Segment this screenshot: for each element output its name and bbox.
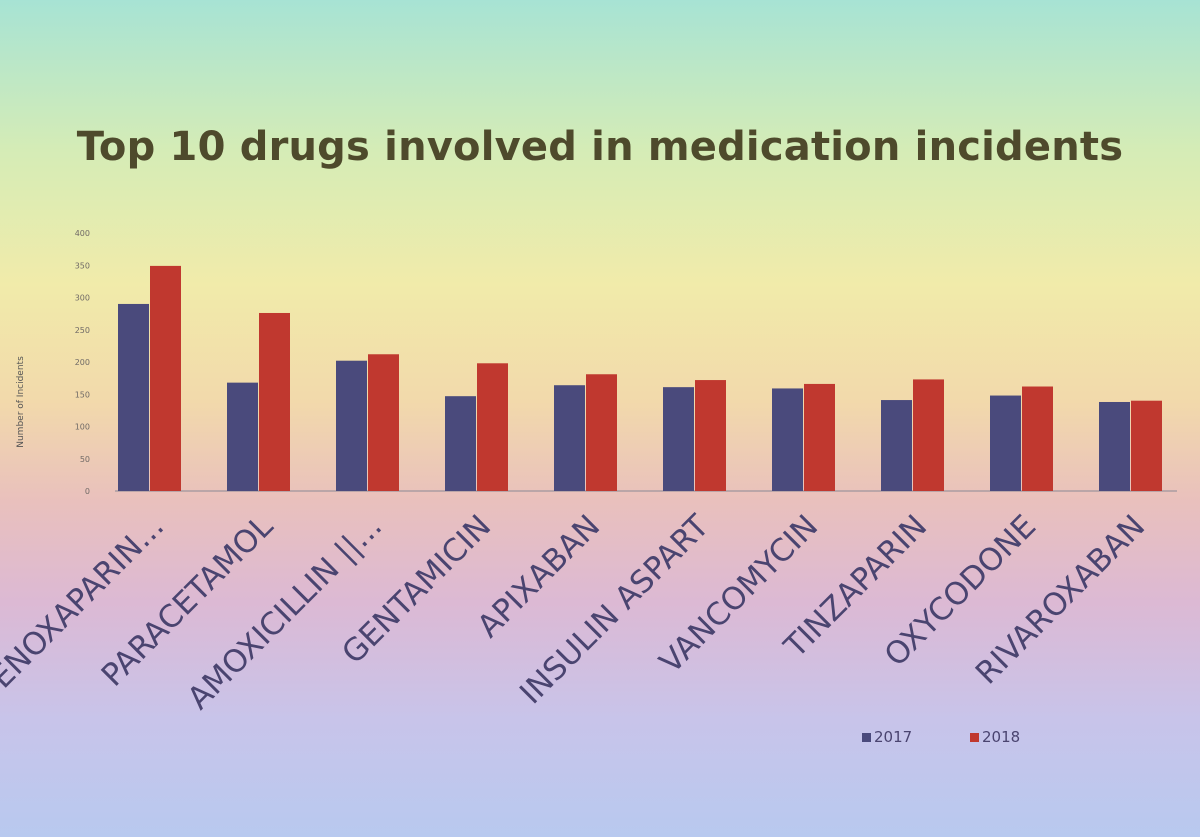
bar-2017-8 — [990, 395, 1021, 491]
category-label: INSULIN ASPART — [513, 507, 717, 711]
y-tick-label: 100 — [75, 423, 90, 432]
bar-2018-6 — [804, 383, 835, 491]
bar-2017-3 — [445, 396, 476, 491]
bar-2018-5 — [695, 380, 726, 491]
bar-2017-4 — [554, 385, 585, 491]
bar-2018-0 — [150, 265, 181, 491]
bar-2018-2 — [368, 354, 399, 491]
bar-2017-5 — [663, 387, 694, 491]
y-tick-label: 350 — [75, 261, 90, 270]
bar-2017-9 — [1099, 401, 1130, 491]
y-axis-ticks: 0 50 100 150 200 250 300 350 400 — [75, 229, 90, 496]
bar-2018-9 — [1131, 400, 1162, 491]
bar-2017-0 — [118, 303, 149, 491]
legend-swatch-2017 — [862, 733, 871, 742]
y-tick-label: 300 — [75, 294, 90, 303]
bar-2018-7 — [913, 379, 944, 491]
bar-2017-6 — [772, 388, 803, 491]
category-label: AMOXICILLIN ||... — [181, 508, 389, 716]
legend-label: 2018 — [982, 728, 1020, 746]
y-tick-label: 200 — [75, 358, 90, 367]
y-tick-label: 0 — [85, 487, 90, 496]
y-tick-label: 50 — [80, 455, 90, 464]
y-tick-label: 150 — [75, 390, 90, 399]
legend-label: 2017 — [874, 728, 912, 746]
y-tick-label: 250 — [75, 326, 90, 335]
bar-2018-8 — [1022, 386, 1053, 491]
bar-2017-7 — [881, 400, 912, 491]
y-tick-label: 400 — [75, 229, 90, 238]
bar-2018-3 — [477, 363, 508, 491]
legend: 2017 2018 — [862, 728, 1020, 746]
chart-title: Top 10 drugs involved in medication inci… — [76, 124, 1124, 170]
bars — [118, 265, 1162, 491]
bar-2018-1 — [259, 312, 290, 491]
legend-swatch-2018 — [970, 733, 979, 742]
y-axis-label: Number of Incidents — [16, 356, 26, 448]
bar-2017-2 — [336, 360, 367, 491]
bar-2017-1 — [227, 382, 258, 491]
bar-2018-4 — [586, 374, 617, 491]
